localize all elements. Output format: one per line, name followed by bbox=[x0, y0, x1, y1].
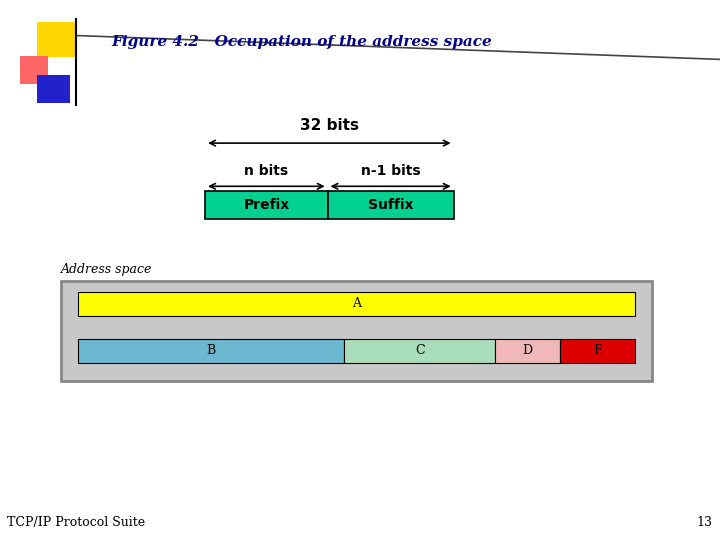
Text: Figure 4.2   Occupation of the address space: Figure 4.2 Occupation of the address spa… bbox=[112, 35, 492, 49]
Text: A: A bbox=[352, 297, 361, 310]
Text: n-1 bits: n-1 bits bbox=[361, 164, 420, 178]
Text: n bits: n bits bbox=[244, 164, 289, 178]
Bar bbox=[344, 339, 495, 363]
Bar bbox=[560, 339, 635, 363]
Text: B: B bbox=[207, 344, 215, 357]
Bar bbox=[328, 191, 454, 219]
Text: E: E bbox=[593, 344, 602, 357]
Text: TCP/IP Protocol Suite: TCP/IP Protocol Suite bbox=[7, 516, 145, 529]
Bar bbox=[20, 56, 48, 84]
Bar bbox=[205, 191, 328, 219]
Bar bbox=[61, 281, 652, 381]
Text: Address space: Address space bbox=[61, 264, 153, 276]
Text: 32 bits: 32 bits bbox=[300, 118, 359, 133]
Text: 13: 13 bbox=[697, 516, 713, 529]
Bar bbox=[37, 75, 70, 103]
Text: Suffix: Suffix bbox=[368, 198, 413, 212]
Bar bbox=[78, 292, 635, 316]
Bar bbox=[495, 339, 560, 363]
Text: D: D bbox=[523, 344, 533, 357]
Text: Prefix: Prefix bbox=[243, 198, 289, 212]
Bar bbox=[37, 22, 75, 57]
Text: C: C bbox=[415, 344, 425, 357]
Bar bbox=[78, 339, 344, 363]
